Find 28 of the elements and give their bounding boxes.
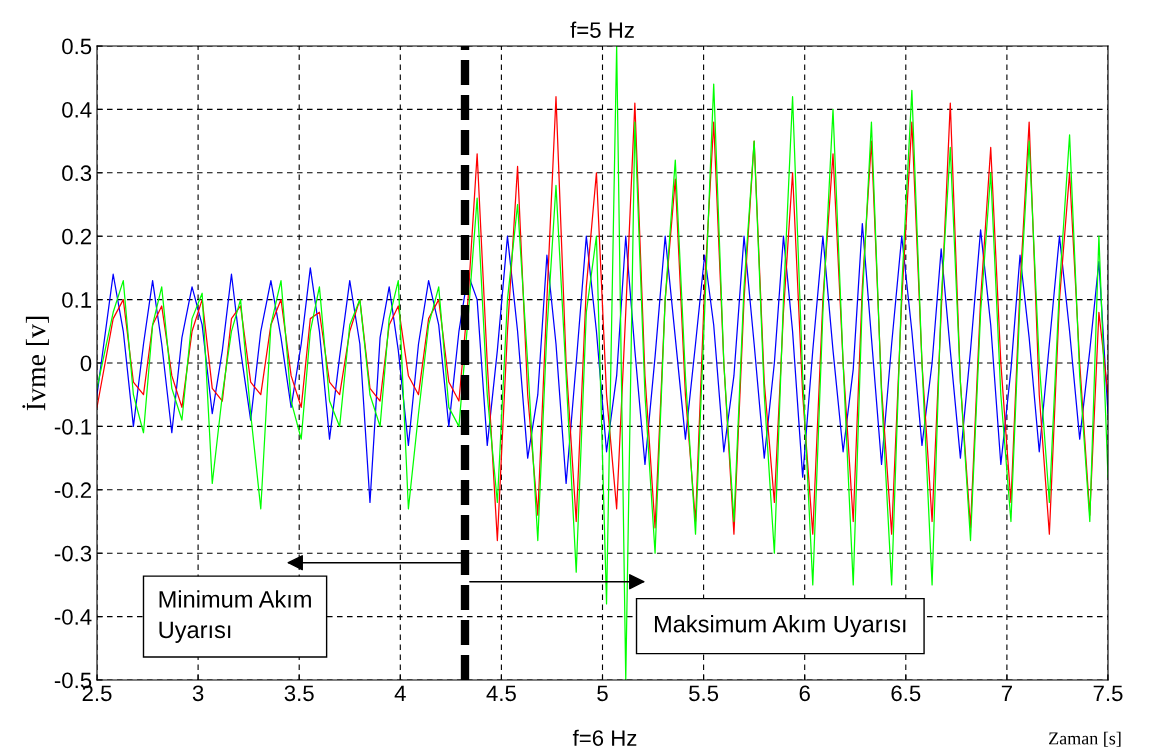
y-tick-label: 0.2 — [62, 228, 92, 245]
y-tick-label: 0 — [80, 355, 92, 372]
x-tick-label: 5 — [597, 685, 608, 702]
chart-title: f=5 Hz — [570, 21, 634, 38]
line-series — [97, 222, 1108, 504]
x-tick-label: 5.5 — [689, 685, 719, 702]
y-tick-label: -0.2 — [54, 482, 92, 499]
y-tick-label: -0.4 — [54, 609, 92, 625]
y-tick-label: 0.1 — [62, 292, 92, 308]
x-tick-label: 7 — [1001, 685, 1012, 701]
x-tick-label: 6.5 — [891, 685, 921, 702]
y-tick-label: 0.5 — [62, 38, 92, 55]
x-tick-label: 7.5 — [1093, 685, 1123, 702]
annotation: Maksimum Akım Uyarısı — [654, 615, 906, 638]
x-tick-label: 4.5 — [486, 685, 516, 702]
y-tick-label: -0.3 — [54, 545, 92, 562]
x-axis-title: Zaman [s] — [1049, 731, 1121, 747]
x-tick-label: 6 — [799, 685, 810, 702]
y-axis-title: İvme [v] — [22, 316, 49, 411]
annotation: Minimum Akım Uyarısı — [159, 590, 311, 643]
y-tick-label: 0.3 — [62, 165, 92, 182]
line-series — [97, 46, 1108, 680]
y-tick-label: 0.4 — [62, 101, 92, 118]
x-tick-label: 4 — [394, 685, 406, 701]
text: f=6 Hz — [572, 729, 637, 746]
x-tick-label: 3.5 — [284, 685, 314, 702]
y-tick-label: -0.1 — [54, 418, 92, 435]
x-tick-label: 3 — [192, 685, 204, 702]
